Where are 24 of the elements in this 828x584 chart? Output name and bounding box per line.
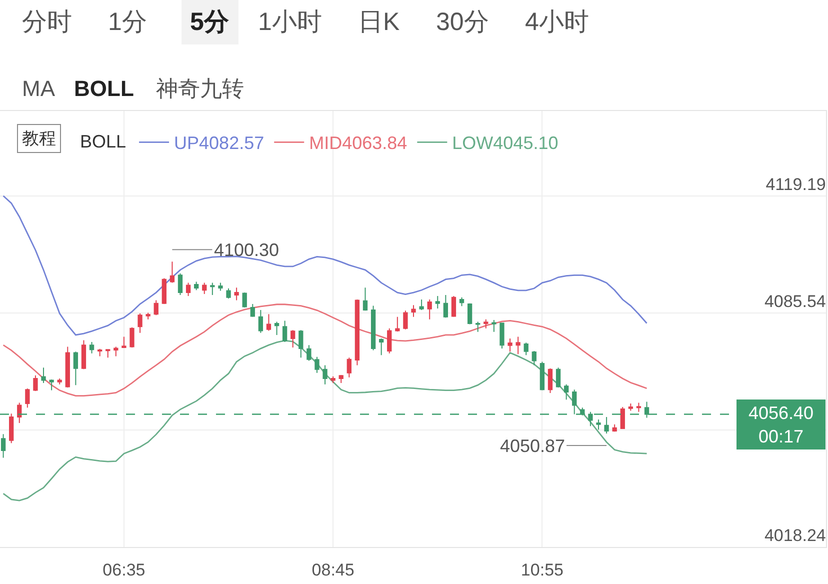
annotation: 4100.30 — [214, 240, 280, 260]
text: BOLL — [74, 76, 134, 101]
y-tick-label: 4085.54 — [764, 292, 826, 311]
y-tick-label: 4119.19 — [766, 174, 826, 194]
legend-label: UP4082.57 — [174, 133, 264, 154]
text: 日K — [358, 8, 400, 36]
text: 5分 — [190, 8, 230, 36]
x-tick-label: 08:45 — [312, 560, 354, 580]
text: 分时 — [22, 8, 72, 36]
text: 1分 — [108, 8, 147, 36]
legend-title: BOLL — [80, 131, 126, 152]
text: MA — [22, 76, 56, 101]
text: 30分 — [436, 8, 489, 36]
text: 4小时 — [525, 8, 589, 36]
text: 1小时 — [258, 8, 322, 36]
legend-label: MID4063.84 — [309, 133, 408, 154]
annotation: 4050.87 — [500, 436, 566, 456]
x-tick-label: 10:55 — [520, 560, 564, 580]
ref-line-label: 4056.40 00:17 — [748, 403, 814, 446]
annotation: 教程 — [22, 129, 56, 148]
text: 神奇九转 — [156, 76, 244, 101]
legend-label: LOW4045.10 — [452, 133, 558, 154]
y-tick-label: 4018.24 — [764, 526, 826, 546]
x-tick-label: 06:35 — [102, 560, 146, 580]
